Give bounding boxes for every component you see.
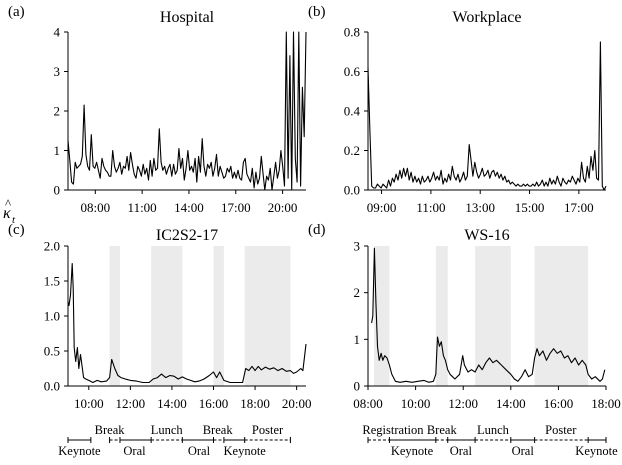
y-tick-label: 3 <box>54 64 61 79</box>
schedule-label: Registration <box>362 423 424 437</box>
y-tick-label: 3 <box>354 239 361 254</box>
panel-label: (c) <box>8 222 25 238</box>
x-tick-label: 09:00 <box>367 200 397 215</box>
series-line <box>367 41 607 191</box>
y-tick-label: 4 <box>54 25 61 40</box>
schedule-label: Keynote <box>224 444 267 458</box>
schedule-ws-16: Registration Break Lunch Poster Keynote Oral O… <box>362 423 618 458</box>
x-tick-label: 11:00 <box>416 200 445 215</box>
schedule-ic2s2-17: Break Lunch Break Poster Keynote Oral Oral Keyn… <box>58 423 291 458</box>
schedule-label: Lunch <box>151 423 184 437</box>
x-tick-label: 20:00 <box>282 396 312 411</box>
schedule-label: Oral <box>188 444 211 458</box>
y-tick-label: 1.5 <box>44 274 60 289</box>
y-tick-label: 0.0 <box>44 379 60 394</box>
x-tick-label: 08:00 <box>353 396 383 411</box>
y-axis-label-subscript: t <box>12 214 16 226</box>
x-tick-label: 20:00 <box>268 200 298 215</box>
y-tick-label: 1 <box>54 143 61 158</box>
shared-y-axis-label: κ ^ t <box>3 196 16 226</box>
panel-workplace: 0.0 0.2 0.4 0.6 0.8 09:00 11:00 13:00 15:00 17:00… <box>308 4 607 215</box>
panel-title: Hospital <box>160 9 215 26</box>
shaded-interval-1 <box>435 246 448 386</box>
panel-label: (a) <box>8 4 25 20</box>
shaded-interval-2 <box>475 246 511 386</box>
schedule-label: Break <box>95 423 126 437</box>
x-tick-label: 10:00 <box>401 396 431 411</box>
x-tick-label: 17:00 <box>221 200 251 215</box>
schedule-label: Oral <box>123 444 146 458</box>
y-tick-label: 1.0 <box>44 309 60 324</box>
x-tick-label: 12:00 <box>448 396 478 411</box>
y-tick-label: 0 <box>354 379 361 394</box>
y-tick-label: 0 <box>54 183 61 198</box>
y-tick-label: 2.0 <box>44 239 60 254</box>
schedule-label: Break <box>427 423 458 437</box>
shaded-interval-3 <box>534 246 589 386</box>
x-tick-label: 16:00 <box>199 396 229 411</box>
x-tick-label: 14:00 <box>174 200 204 215</box>
schedule-label: Keynote <box>575 444 618 458</box>
y-tick-label: 0.0 <box>344 183 360 198</box>
y-tick-label: 0.6 <box>344 64 361 79</box>
x-tick-label: 13:00 <box>465 200 495 215</box>
y-tick-label: 0.5 <box>44 344 60 359</box>
schedule-label: Keynote <box>391 444 434 458</box>
schedule-label: Oral <box>512 444 535 458</box>
x-tick-label: 18:00 <box>591 396 621 411</box>
shaded-interval-1 <box>151 246 183 386</box>
x-tick-label: 14:00 <box>157 396 187 411</box>
x-tick-label: 14:00 <box>496 396 526 411</box>
schedule-label: Lunch <box>477 423 510 437</box>
panel-label: (d) <box>308 222 326 238</box>
series-line <box>371 247 606 383</box>
x-tick-label: 18:00 <box>240 396 270 411</box>
x-tick-label: 10:00 <box>74 396 104 411</box>
x-tick-label: 17:00 <box>564 200 594 215</box>
y-tick-label: 2 <box>354 285 361 300</box>
y-axis-label: κ <box>3 205 11 222</box>
schedule-label: Keynote <box>58 444 101 458</box>
shaded-interval-2 <box>213 246 224 386</box>
x-tick-label: 08:00 <box>80 200 110 215</box>
x-tick-label: 12:00 <box>116 396 146 411</box>
shaded-interval-3 <box>244 246 291 386</box>
schedule-label: Poster <box>252 423 284 437</box>
panel-title: Workplace <box>453 9 522 26</box>
series-line <box>67 262 307 384</box>
schedule-label: Oral <box>450 444 473 458</box>
x-tick-label: 11:00 <box>128 200 157 215</box>
shaded-interval-0 <box>109 246 120 386</box>
y-tick-label: 1 <box>354 332 361 347</box>
series-line <box>67 31 307 191</box>
panel-ic2s2-17: 0.0 0.5 1.0 1.5 2.0 10:00 12:00 14:00 16:00 18:00… <box>8 222 311 411</box>
y-tick-label: 0.8 <box>344 25 360 40</box>
panel-title: WS-16 <box>464 227 509 244</box>
schedule-label: Poster <box>545 423 577 437</box>
y-tick-label: 2 <box>54 104 61 119</box>
panel-hospital: 0 1 2 3 4 08:00 11:00 14:00 17:00 20:00 (a) Hospita… <box>8 4 307 215</box>
y-tick-label: 0.4 <box>344 104 361 119</box>
schedule-label: Break <box>203 423 234 437</box>
x-tick-label: 15:00 <box>515 200 545 215</box>
y-tick-label: 0.2 <box>344 143 360 158</box>
panel-label: (b) <box>308 4 326 20</box>
y-axis-label-hat: ^ <box>5 196 11 211</box>
panel-title: IC2S2-17 <box>156 227 218 244</box>
panel-ws-16: 0 1 2 3 08:00 10:00 12:00 14:00 16:00 18:00 (d) WS-… <box>308 222 621 411</box>
x-tick-label: 16:00 <box>544 396 574 411</box>
